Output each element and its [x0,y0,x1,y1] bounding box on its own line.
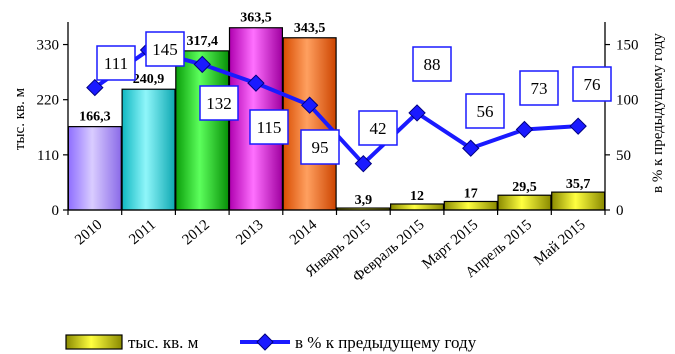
line-point-6 [408,104,426,122]
line-value-box-2 [199,85,239,121]
line-value-box-4 [300,129,340,165]
line-value-box-7 [465,93,505,129]
line-value-box-8 [519,70,559,106]
right-tick-label-0: 0 [616,203,624,219]
legend-bar-label: тыс. кв. м [128,333,199,352]
legend: тыс. кв. м в % к предыдущему году [65,333,477,352]
bar-value-label-6: 12 [410,189,424,204]
bar-value-label-8: 29,5 [512,180,537,195]
line-value-label-3: 115 [257,118,282,137]
legend-line-marker [256,333,274,351]
bar-value-label-3: 363,5 [240,11,272,26]
bar-7 [443,200,498,211]
left-tick-label-0: 0 [52,203,60,219]
line-value-label-7: 56 [477,102,494,121]
bar-value-label-7: 17 [464,186,478,201]
legend-line-label: в % к предыдущему году [295,333,477,352]
legend-bar-swatch [65,334,123,350]
line-value-box-1 [145,31,185,67]
bar-2 [175,50,230,211]
right-axis-title: в % к предыдущему году [650,33,666,193]
left-tick-label-1: 110 [37,148,59,164]
x-category-label-9: Май 2015 [531,217,589,269]
bar-value-label-0: 166,3 [79,110,111,125]
line-value-box-6 [412,46,452,82]
right-tick-label-3: 150 [616,38,639,54]
line-point-9 [569,117,587,135]
x-category-label-4: 2014 [287,216,321,248]
left-tick-label-2: 220 [37,93,60,109]
bar-1 [121,88,176,211]
line-point-2 [193,55,211,74]
line-value-box-5 [358,110,398,146]
bar-8 [497,194,552,211]
line-value-box-0 [96,45,136,81]
bar-value-label-4: 343,5 [294,21,326,36]
bar-9 [551,191,606,211]
line-point-3 [247,74,265,92]
line-point-0 [86,78,104,97]
line-value-label-4: 95 [312,138,329,157]
x-category-label-0: 2010 [72,217,105,249]
right-tick-label-1: 50 [616,148,631,164]
line-value-label-9: 76 [584,75,601,94]
x-category-label-2: 2012 [180,217,213,249]
left-axis-title: тыс. кв. м [12,87,28,150]
line-value-label-1: 145 [152,40,178,59]
line-value-label-6: 88 [424,55,441,74]
line-value-box-9 [572,66,612,102]
line-value-label-8: 73 [531,79,548,98]
line-value-label-0: 111 [104,54,128,73]
labels-layer: 166,3 240,9 317,4 363,5 343,5 3,9 12 17 29,5 35,7… [79,11,612,208]
line-value-box-3 [249,109,289,145]
line-value-label-5: 42 [370,119,387,138]
line-point-5 [354,154,373,173]
bar-0 [67,126,122,211]
bar-value-label-1: 240,9 [133,72,165,87]
bar-value-label-5: 3,9 [355,193,373,208]
right-tick-label-2: 100 [616,93,639,109]
bar-value-label-9: 35,7 [566,177,591,192]
x-category-label-3: 2013 [233,217,266,249]
line-point-8 [515,120,534,139]
line-point-4 [300,96,319,114]
line-point-7 [462,139,480,157]
x-category-label-1: 2011 [126,217,159,248]
left-tick-label-3: 330 [37,38,60,54]
bar-6 [390,203,445,211]
bar-value-label-2: 317,4 [187,34,219,49]
line-value-label-2: 132 [206,94,232,113]
